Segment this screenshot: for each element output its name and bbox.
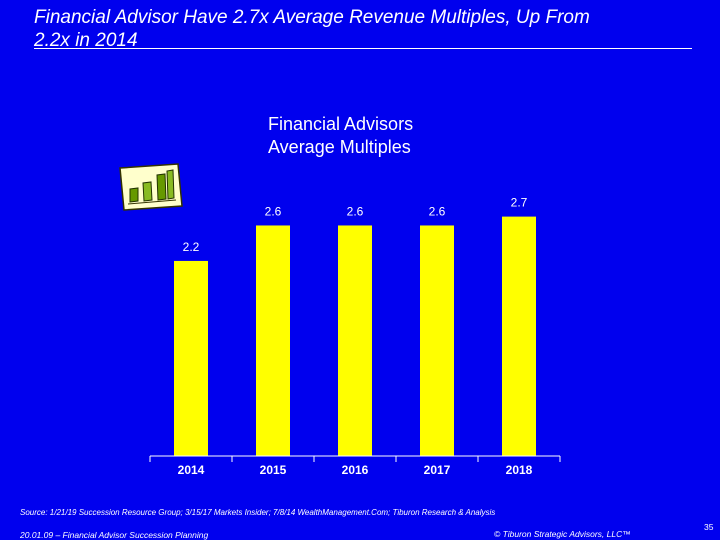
slide-title-line2: 2.2x in 2014 [34, 30, 138, 51]
bar-2018 [502, 216, 536, 456]
footer-left-text: 20.01.09 – Financial Advisor Succession … [20, 530, 209, 540]
bar-2017 [420, 225, 454, 456]
bar-chart-clipart-icon [119, 163, 183, 211]
data-label-2014: 2.2 [183, 240, 200, 254]
data-label-2018: 2.7 [511, 196, 528, 210]
labels-layer: 2.2 2014 2.6 2015 2.6 2016 2.6 2017 2.7 2018 [178, 196, 533, 477]
category-label-2017: 2017 [424, 463, 451, 477]
data-label-2017: 2.6 [429, 204, 446, 218]
footer-copyright: © Tiburon Strategic Advisors, LLC™ [494, 529, 631, 539]
category-label-2018: 2018 [506, 463, 533, 477]
chart-title: Financial Advisors Average Multiples [268, 113, 413, 159]
title-underline [34, 48, 692, 49]
source-note: Source: 1/21/19 Succession Resource Grou… [20, 508, 496, 517]
bar-2014 [174, 260, 208, 456]
chart-title-line2: Average Multiples [268, 137, 411, 157]
category-label-2015: 2015 [260, 463, 287, 477]
page-number: 35 [704, 522, 714, 532]
data-label-2016: 2.6 [347, 204, 364, 218]
chart-title-line1: Financial Advisors [268, 114, 414, 134]
bars-layer [174, 216, 536, 456]
data-label-2015: 2.6 [265, 204, 282, 218]
category-label-2014: 2014 [178, 463, 205, 477]
bar-2015 [256, 225, 290, 456]
slide-title-line1: Financial Advisor Have 2.7x Average Reve… [34, 7, 590, 28]
category-label-2016: 2016 [342, 463, 369, 477]
bar-2016 [338, 225, 372, 456]
x-ticks-layer [149, 456, 561, 462]
slide-title: Financial Advisor Have 2.7x Average Reve… [34, 6, 694, 52]
